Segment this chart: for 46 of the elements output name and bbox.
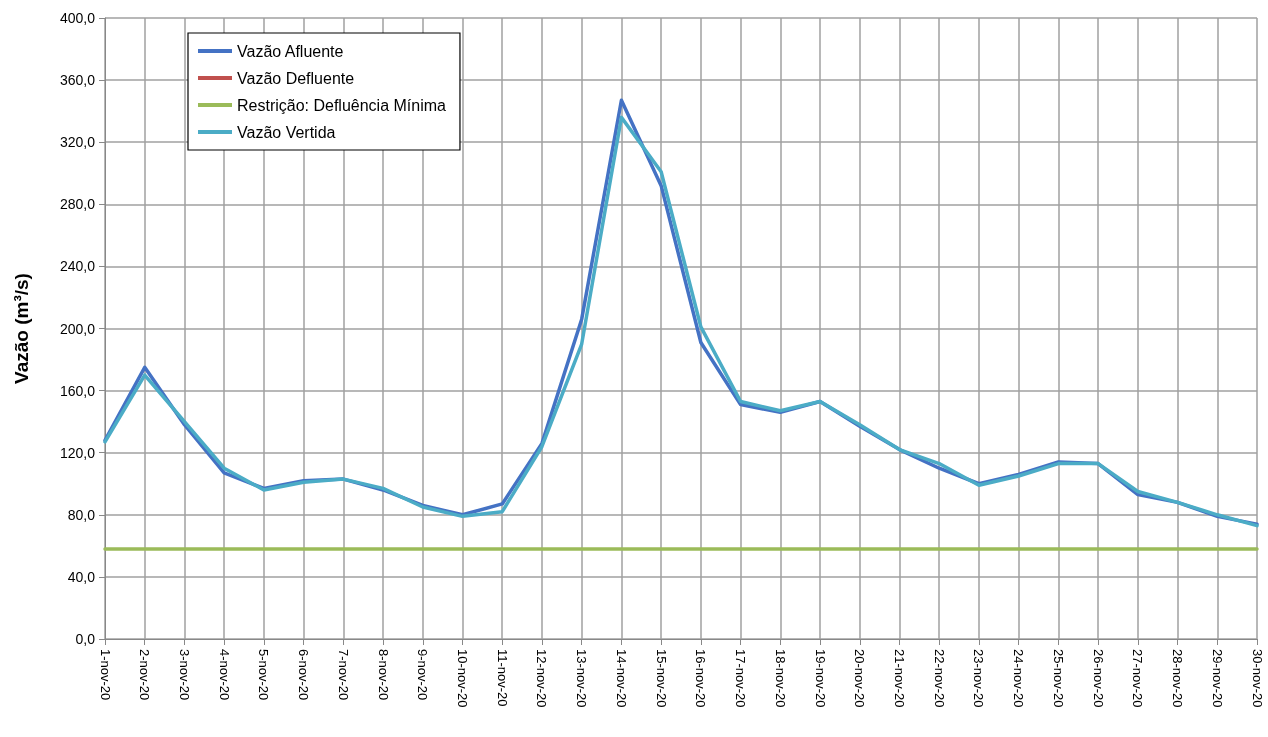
x-tick-label: 12-nov-20 <box>534 649 550 708</box>
x-tick-label: 17-nov-20 <box>733 649 749 708</box>
x-tick-label: 7-nov-20 <box>335 649 351 701</box>
y-tick-label: 200,0 <box>59 320 96 337</box>
x-tick-label: 22-nov-20 <box>931 649 947 708</box>
y-tick-label: 40,0 <box>67 568 96 585</box>
y-tick-label: 320,0 <box>59 134 96 151</box>
x-tick-label: 11-nov-20 <box>494 649 510 707</box>
y-tick-label: 240,0 <box>59 258 96 275</box>
x-tick-label: 10-nov-20 <box>455 649 471 708</box>
x-tick-label: 24-nov-20 <box>1011 649 1027 708</box>
x-tick-label: 29-nov-20 <box>1209 649 1225 708</box>
x-tick-label: 16-nov-20 <box>693 649 709 708</box>
x-tick-label: 4-nov-20 <box>216 649 232 701</box>
legend-label: Vazão Defluente <box>237 69 355 87</box>
x-tick-label: 5-nov-20 <box>256 649 272 701</box>
y-tick-label: 400,0 <box>59 10 96 26</box>
legend-label: Vazão Vertida <box>237 123 336 141</box>
x-tick-label: 14-nov-20 <box>613 649 629 708</box>
legend-label: Vazão Afluente <box>237 42 344 60</box>
x-tick-label: 3-nov-20 <box>176 649 192 701</box>
x-tick-label: 18-nov-20 <box>772 649 788 708</box>
x-tick-label: 26-nov-20 <box>1090 649 1106 708</box>
y-tick-label: 360,0 <box>59 72 96 89</box>
x-tick-label: 19-nov-20 <box>812 649 828 708</box>
x-tick-label: 25-nov-20 <box>1050 649 1066 708</box>
x-tick-label: 20-nov-20 <box>852 649 868 708</box>
y-tick-label: 0,0 <box>75 631 96 647</box>
x-tick-label: 6-nov-20 <box>296 649 312 701</box>
y-tick-label: 280,0 <box>59 196 96 213</box>
x-tick-label: 1-nov-20 <box>97 649 113 701</box>
x-tick-label: 28-nov-20 <box>1170 649 1186 708</box>
x-tick-label: 2-nov-20 <box>137 649 153 701</box>
legend-label: Restrição: Defluência Mínima <box>237 96 447 114</box>
x-tick-label: 27-nov-20 <box>1130 649 1146 708</box>
y-tick-label: 160,0 <box>59 382 96 399</box>
y-axis-title: Vazão (m³/s) <box>11 273 32 384</box>
x-tick-label: 21-nov-20 <box>891 649 907 708</box>
x-tick-label: 23-nov-20 <box>971 649 987 708</box>
x-tick-label: 8-nov-20 <box>375 649 391 701</box>
x-tick-label: 30-nov-20 <box>1249 649 1265 708</box>
x-tick-label: 15-nov-20 <box>653 649 669 708</box>
y-tick-label: 120,0 <box>59 444 96 461</box>
y-tick-label: 80,0 <box>67 506 96 523</box>
x-tick-label: 13-nov-20 <box>574 649 590 708</box>
x-tick-label: 9-nov-20 <box>415 649 431 701</box>
